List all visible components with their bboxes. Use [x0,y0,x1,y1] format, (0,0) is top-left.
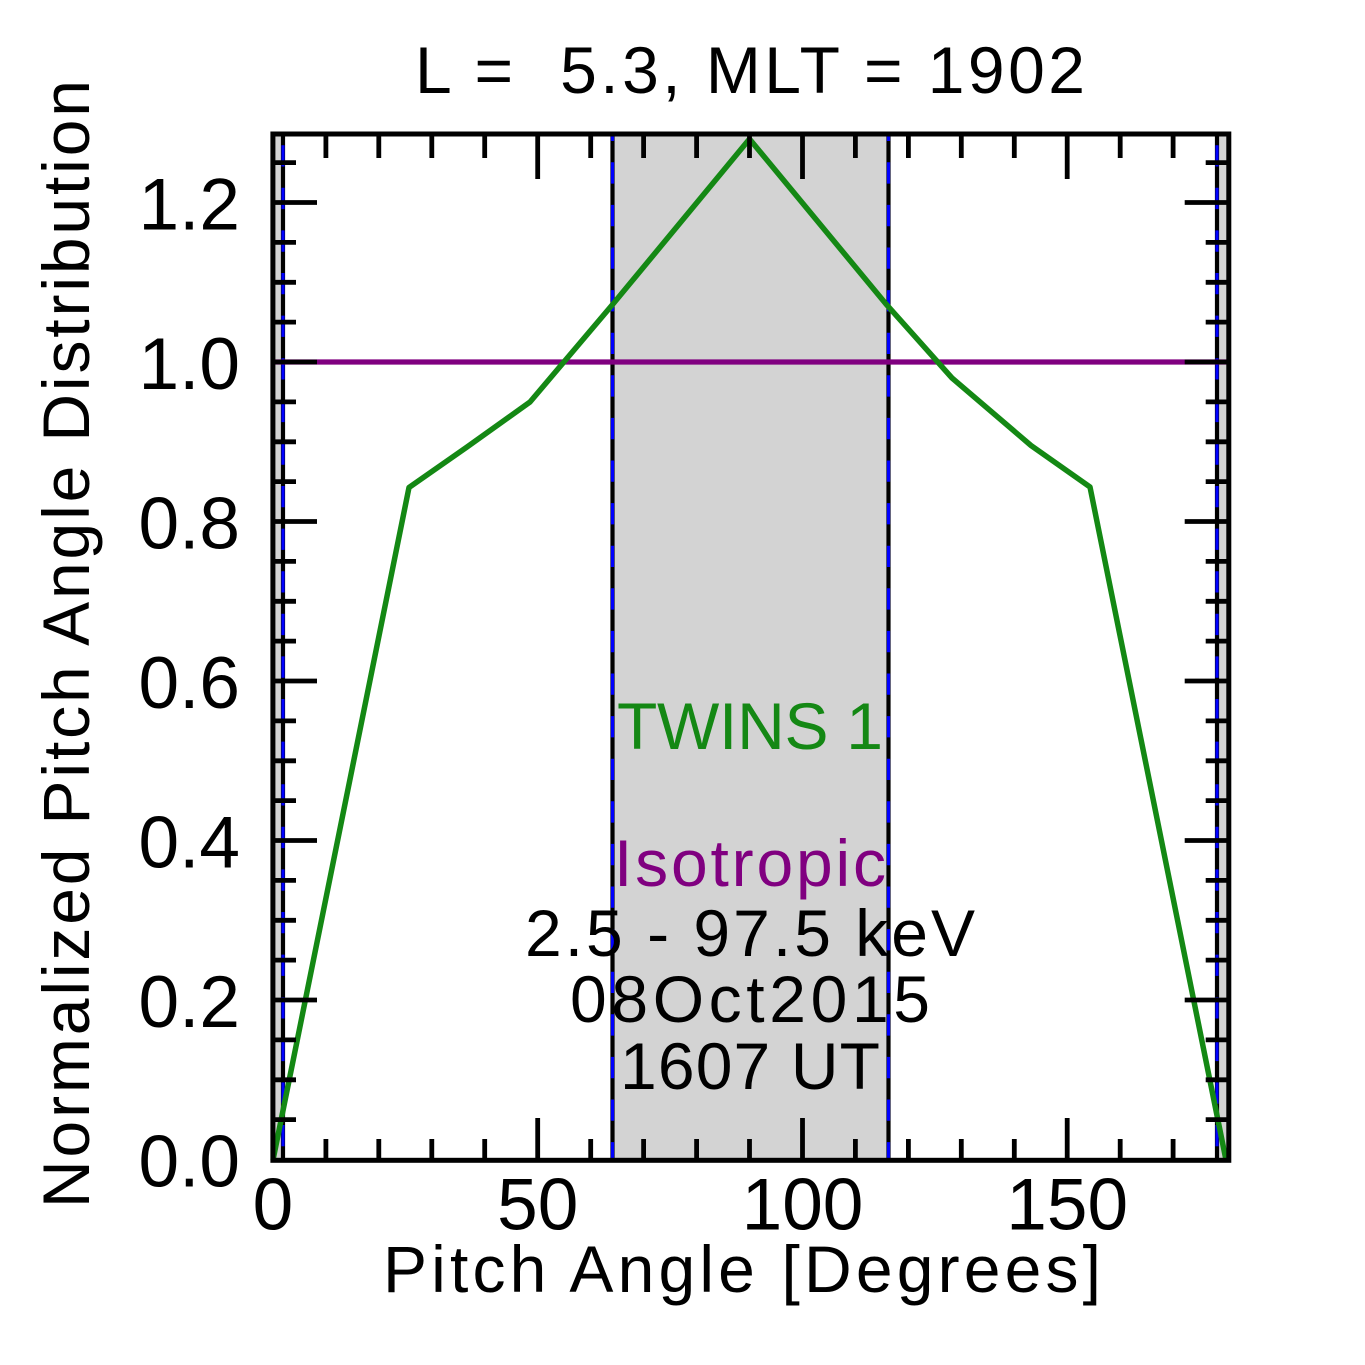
svg-text:08Oct2015: 08Oct2015 [570,962,930,1036]
svg-text:0.4: 0.4 [139,803,240,884]
svg-text:1.2: 1.2 [139,165,240,246]
svg-text:50: 50 [497,1165,578,1246]
svg-text:Isotropic: Isotropic [614,826,886,900]
svg-text:Normalized Pitch Angle Distrib: Normalized Pitch Angle Distribution [29,80,103,1208]
svg-text:0.2: 0.2 [139,962,240,1043]
svg-text:0.6: 0.6 [139,643,240,724]
svg-text:1607 UT: 1607 UT [620,1029,880,1103]
svg-text:L = 5.3, MLT = 1902: L = 5.3, MLT = 1902 [415,33,1085,107]
svg-text:0.0: 0.0 [139,1122,240,1203]
svg-text:2.5 - 97.5 keV: 2.5 - 97.5 keV [525,896,975,970]
svg-text:Pitch Angle [Degrees]: Pitch Angle [Degrees] [383,1232,1101,1306]
svg-text:0: 0 [253,1165,294,1246]
svg-text:150: 150 [1006,1165,1128,1246]
svg-text:100: 100 [742,1165,864,1246]
svg-text:TWINS 1: TWINS 1 [617,689,883,763]
svg-text:1.0: 1.0 [139,324,240,405]
svg-text:0.8: 0.8 [139,484,240,565]
